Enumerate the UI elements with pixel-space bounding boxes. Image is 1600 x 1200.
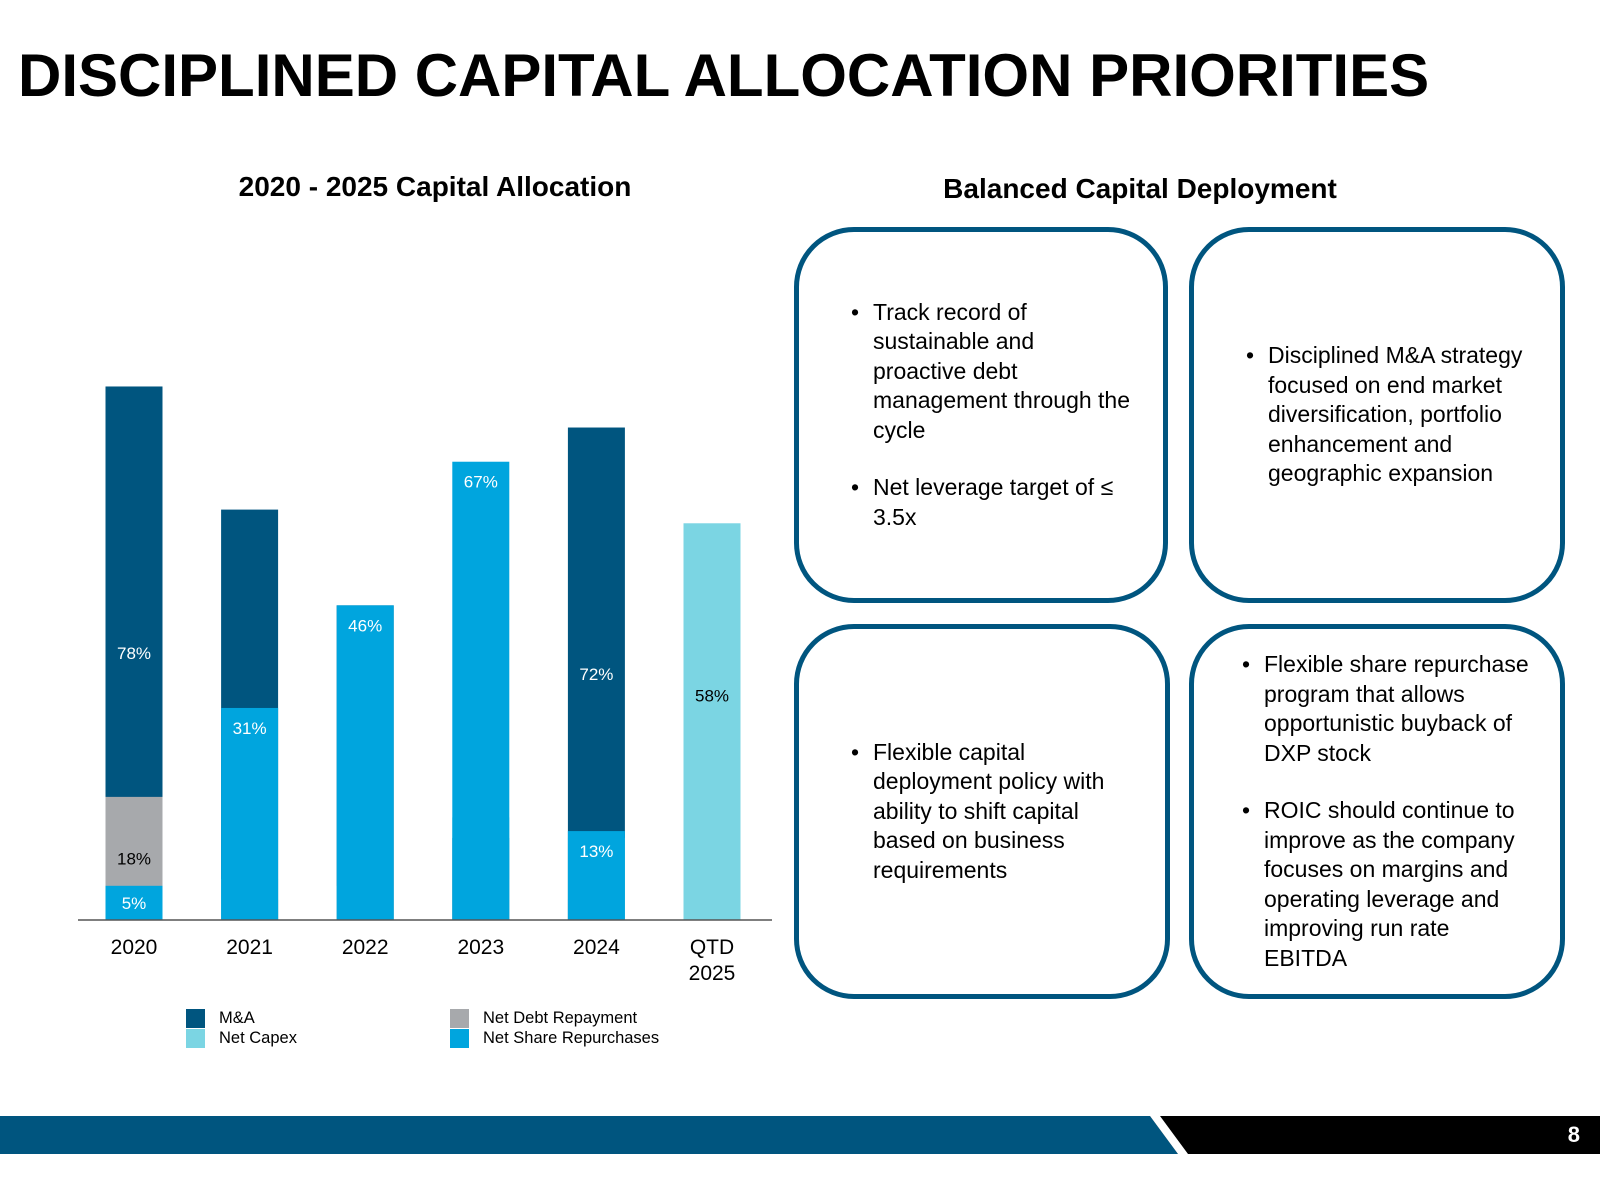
- footer-white-stripe: [1150, 1116, 1188, 1154]
- data-label: 67%: [464, 473, 498, 492]
- footer-blue-band: [0, 1116, 1178, 1154]
- bullet-item: ROIC should continue to improve as the c…: [1242, 796, 1534, 973]
- data-label: 18%: [117, 849, 151, 868]
- card-m-and-a: Disciplined M&A strategy focused on end …: [1189, 227, 1565, 603]
- bullet-item: Net leverage target of ≤ 3.5x: [851, 473, 1133, 532]
- bullet-item: Flexible capital deployment policy with …: [851, 738, 1135, 886]
- page-number: 8: [1567, 1122, 1580, 1147]
- page-title: DISCIPLINED CAPITAL ALLOCATION PRIORITIE…: [18, 42, 1430, 109]
- data-label: 13%: [579, 842, 613, 861]
- card-debt-management: Track record of sustainable and proactiv…: [794, 227, 1168, 603]
- x-tick-label: 2023: [457, 936, 504, 959]
- x-tick-label: 2021: [226, 936, 273, 959]
- data-label: 58%: [695, 687, 729, 706]
- x-tick-label: 2022: [342, 936, 389, 959]
- deployment-title: Balanced Capital Deployment: [943, 173, 1337, 204]
- bar-net-share-repurchases: [336, 605, 394, 920]
- bar-net-capex: [683, 523, 741, 920]
- x-tick-label: QTD: [690, 936, 734, 959]
- bullet-item: Disciplined M&A strategy focused on end …: [1246, 341, 1530, 489]
- x-tick-label: 2024: [573, 936, 620, 959]
- bar-net-share-repurchases: [105, 885, 163, 920]
- data-label: 78%: [117, 644, 151, 663]
- legend-item-net-debt-repayment: Net Debt Repayment: [450, 1008, 659, 1028]
- bullet-item: Track record of sustainable and proactiv…: [851, 298, 1133, 446]
- legend-swatch-net-capex: [186, 1028, 205, 1048]
- legend-label-net-share-repurchases: Net Share Repurchases: [483, 1028, 660, 1047]
- data-label: 46%: [348, 616, 382, 635]
- x-tick-label: 2020: [111, 936, 158, 959]
- legend-swatch-ma: [186, 1008, 205, 1028]
- bar-net-share-repurchases: [452, 461, 510, 920]
- data-label: 5%: [122, 894, 147, 913]
- card-bullets: Disciplined M&A strategy focused on end …: [1246, 341, 1530, 489]
- legend-label-net-capex: Net Capex: [219, 1028, 297, 1047]
- capital-allocation-chart: 78%18%5%202060%3%6%31%202146%3%5%46%2022…: [78, 386, 772, 985]
- card-share-repurchase: Flexible share repurchase program that a…: [1189, 624, 1565, 999]
- chart-legend-right: Net Debt Repayment Net Share Repurchases: [450, 1008, 659, 1048]
- card-flexible-capital: Flexible capital deployment policy with …: [794, 624, 1170, 999]
- bar-net-share-repurchases: [221, 707, 279, 920]
- card-bullets: Flexible capital deployment policy with …: [851, 738, 1135, 886]
- x-tick-label: 2025: [689, 962, 736, 985]
- legend-label-net-debt-repayment: Net Debt Repayment: [483, 1008, 638, 1027]
- legend-item-net-share-repurchases: Net Share Repurchases: [450, 1028, 659, 1048]
- legend-swatch-net-debt-repayment: [450, 1008, 469, 1028]
- footer-band: [0, 1116, 1600, 1154]
- legend-label-ma: M&A: [219, 1008, 255, 1027]
- bar-net-share-repurchases: [567, 831, 625, 920]
- chart-legend: M&A Net Capex: [186, 1008, 297, 1048]
- bullet-item: Flexible share repurchase program that a…: [1242, 650, 1534, 768]
- card-bullets: Track record of sustainable and proactiv…: [851, 298, 1133, 533]
- legend-item-net-capex: Net Capex: [186, 1028, 297, 1048]
- legend-swatch-net-share-repurchases: [450, 1028, 469, 1048]
- legend-item-ma: M&A: [186, 1008, 297, 1028]
- data-label: 31%: [233, 719, 267, 738]
- chart-title: 2020 - 2025 Capital Allocation: [238, 171, 632, 202]
- data-label: 72%: [579, 665, 613, 684]
- card-bullets: Flexible share repurchase program that a…: [1242, 650, 1534, 973]
